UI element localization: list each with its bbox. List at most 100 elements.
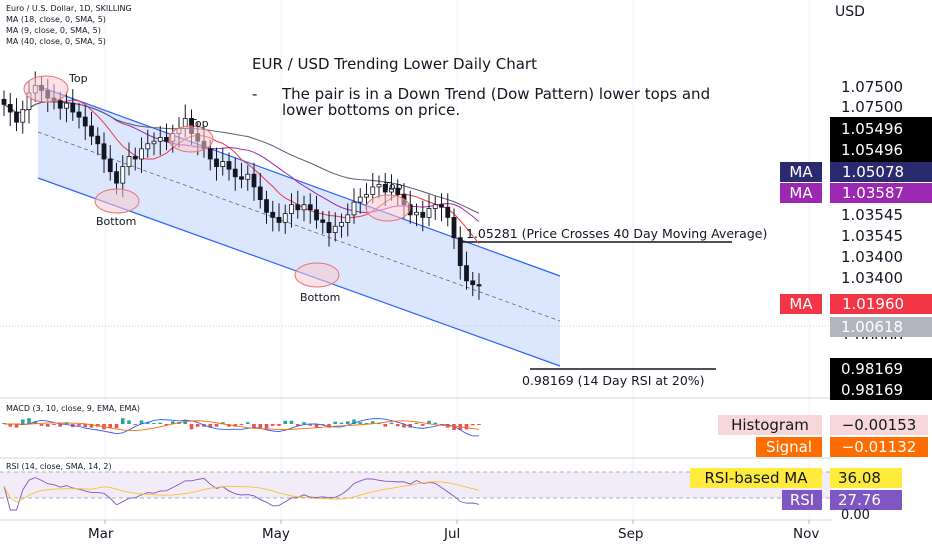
price-axis-label: 1.07500 bbox=[841, 98, 904, 116]
macd-histogram-bar bbox=[89, 424, 94, 428]
price-axis-label: 1.07500 bbox=[841, 78, 904, 96]
macd-histogram-bar bbox=[389, 422, 394, 424]
macd-line bbox=[4, 418, 480, 437]
macd-histogram-bar bbox=[127, 420, 131, 424]
macd-histogram-bar bbox=[258, 424, 263, 429]
candle bbox=[414, 203, 419, 227]
top-circle-2 bbox=[168, 125, 214, 153]
candle-body bbox=[226, 161, 232, 170]
candle bbox=[126, 142, 132, 176]
macd-histogram-bar bbox=[327, 424, 331, 428]
chart-title: EUR / USD Trending Lower Daily Chart bbox=[252, 55, 537, 73]
macd-histogram-bar bbox=[320, 424, 325, 425]
candle bbox=[245, 165, 251, 191]
price-axis-label: 1.03400 bbox=[841, 248, 904, 266]
macd-histogram-bar bbox=[52, 424, 56, 425]
macd-histogram-bar bbox=[239, 424, 244, 425]
candle-body bbox=[114, 171, 119, 184]
macd-histogram-bar bbox=[464, 424, 469, 430]
macd-header[interactable]: MACD (3, 10, close, 9, EMA, EMA) bbox=[6, 404, 141, 413]
candle-body bbox=[432, 204, 438, 209]
symbol-title: Euro / U.S. Dollar, 1D, SKILLING bbox=[6, 4, 132, 13]
macd-histogram-bar bbox=[39, 424, 44, 426]
time-ticks bbox=[104, 520, 810, 524]
candle bbox=[326, 211, 332, 247]
macd-histogram-bar bbox=[420, 424, 425, 426]
top-label-3: Top bbox=[384, 180, 403, 193]
candle-body bbox=[57, 100, 63, 109]
ma-tag-value: 1.05078 bbox=[842, 163, 905, 181]
price-axis-label: 0.98169 bbox=[841, 381, 904, 399]
candle bbox=[214, 147, 219, 181]
candle bbox=[439, 193, 444, 222]
candle-body bbox=[314, 209, 319, 221]
candle bbox=[451, 208, 457, 250]
macd-histogram-bar bbox=[152, 423, 156, 424]
candle bbox=[357, 188, 363, 214]
ma-40-legend[interactable]: MA (40, close, 0, SMA, 5) bbox=[6, 37, 106, 46]
trend-channel-fill bbox=[38, 86, 560, 366]
candle-body bbox=[151, 140, 157, 145]
price-axis-label: 0.98169 bbox=[841, 360, 904, 378]
candle bbox=[445, 193, 451, 227]
macd-histogram-bar bbox=[58, 424, 63, 427]
candle bbox=[457, 226, 463, 280]
candle-body bbox=[239, 176, 244, 180]
candle-body bbox=[20, 109, 26, 123]
candle-body bbox=[120, 166, 126, 184]
last-price-box bbox=[830, 317, 932, 337]
rsi-header[interactable]: RSI (14, close, SMA, 14, 2) bbox=[6, 462, 112, 471]
ma-9-legend[interactable]: MA (9, close, 0, SMA, 5) bbox=[6, 26, 101, 35]
candle bbox=[20, 100, 26, 134]
trend-channel-upper bbox=[37, 85, 561, 277]
macd-histogram-bar bbox=[195, 424, 200, 427]
candle bbox=[226, 152, 232, 181]
candle bbox=[157, 126, 163, 156]
macd-histogram-bar bbox=[183, 420, 188, 424]
candle-body bbox=[289, 204, 294, 214]
macd-histogram-bar bbox=[402, 424, 406, 428]
candle bbox=[332, 212, 338, 242]
macd-histogram-bar bbox=[477, 424, 481, 425]
candle bbox=[432, 195, 438, 220]
price-axis-label: 1.03545 bbox=[841, 206, 904, 224]
candle-body bbox=[7, 104, 13, 113]
ma-tag-name: MA bbox=[789, 295, 813, 313]
candle bbox=[14, 98, 19, 132]
rsi-ma-line bbox=[3, 481, 480, 503]
ma-tag-value: 1.01960 bbox=[842, 295, 905, 313]
macd-histogram-bar bbox=[289, 420, 294, 424]
macd-histogram-bar bbox=[2, 423, 6, 424]
candle bbox=[314, 195, 319, 229]
candle-body bbox=[95, 135, 101, 145]
candle-body bbox=[476, 284, 482, 287]
rsi-ma-label: RSI-based MA bbox=[690, 468, 822, 488]
candle bbox=[107, 145, 113, 181]
currency-label[interactable]: USD bbox=[835, 4, 865, 20]
candle-body bbox=[457, 237, 463, 267]
rsi-ma-value: 36.08 bbox=[830, 468, 902, 488]
macd-histogram-bar bbox=[220, 422, 225, 424]
candle bbox=[339, 213, 344, 238]
ma-18-legend[interactable]: MA (18, close, 0, SMA, 5) bbox=[6, 15, 106, 24]
candle bbox=[470, 271, 476, 297]
candle-body bbox=[107, 158, 113, 173]
month-label: Jul bbox=[444, 526, 461, 542]
candle bbox=[301, 195, 307, 222]
macd-histogram-bar bbox=[8, 424, 13, 427]
candle bbox=[270, 200, 276, 232]
candle bbox=[70, 89, 76, 121]
candle-body bbox=[439, 204, 444, 208]
candle-body bbox=[145, 143, 151, 150]
candle-body bbox=[257, 186, 263, 201]
macd-histogram-bar bbox=[339, 422, 344, 424]
macd-histogram-bar bbox=[208, 424, 213, 428]
candle-body bbox=[301, 204, 307, 211]
candle bbox=[282, 204, 288, 234]
macd-histogram-bar bbox=[427, 420, 431, 424]
macd-histogram-bar bbox=[452, 424, 456, 430]
candle-body bbox=[270, 211, 276, 218]
rsi-value: 27.76 bbox=[830, 490, 902, 510]
candle-body bbox=[64, 102, 69, 109]
macd-histogram-bar bbox=[114, 424, 119, 429]
